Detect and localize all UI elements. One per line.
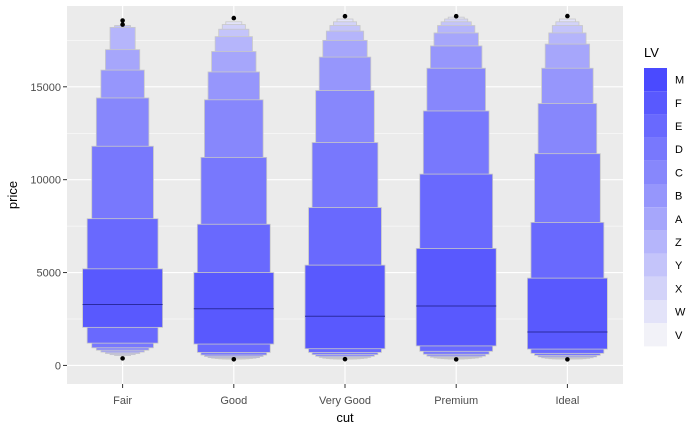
outlier-point <box>453 13 459 19</box>
outlier-point <box>120 22 125 27</box>
legend-label: D <box>675 144 683 156</box>
y-axis: 0 5000 10000 15000 <box>30 82 67 372</box>
x-tick-label: Premium <box>434 395 478 407</box>
outlier-point <box>342 13 348 19</box>
x-axis-title: cut <box>336 410 354 425</box>
legend-key <box>644 137 667 161</box>
category-group <box>527 13 608 362</box>
letter-value-box <box>304 264 386 350</box>
legend-label: B <box>675 191 682 203</box>
outlier-point <box>120 18 125 23</box>
legend-label: Y <box>675 260 683 272</box>
outlier-point <box>231 15 237 21</box>
legend-label: E <box>675 121 682 133</box>
legend-key <box>644 114 667 138</box>
legend-key <box>644 91 667 115</box>
legend-label: X <box>675 283 683 295</box>
category-group <box>82 18 163 361</box>
legend-key <box>644 323 667 347</box>
y-tick-label: 10000 <box>30 175 61 187</box>
outlier-point <box>565 13 570 19</box>
letter-value-boxes <box>82 13 608 362</box>
category-group <box>193 15 275 362</box>
legend-label: Z <box>675 237 682 249</box>
legend-label: W <box>675 307 686 319</box>
legend-key <box>644 253 667 277</box>
legend-key <box>644 207 667 231</box>
x-tick-label: Good <box>220 395 247 407</box>
y-tick-label: 5000 <box>37 268 61 280</box>
x-tick-label: Very Good <box>319 395 371 407</box>
outlier-point <box>453 357 459 362</box>
legend-key <box>644 68 667 92</box>
legend-key <box>644 230 667 254</box>
outlier-point <box>565 357 570 362</box>
outlier-point <box>231 356 237 362</box>
legend-label: C <box>675 167 683 179</box>
outlier-point <box>342 356 348 362</box>
outlier-point <box>120 356 125 361</box>
letter-value-box <box>82 268 163 328</box>
x-tick-label: Ideal <box>555 395 579 407</box>
category-group <box>415 13 497 362</box>
legend-label: F <box>675 98 682 110</box>
legend-key <box>644 184 667 208</box>
legend-title: LV <box>644 45 659 60</box>
letter-value-box <box>527 277 608 350</box>
letter-value-box <box>415 248 497 347</box>
y-tick-label: 0 <box>55 360 61 372</box>
y-tick-label: 15000 <box>30 82 61 94</box>
legend-key <box>644 276 667 300</box>
legend-key <box>644 160 667 184</box>
x-axis: Fair Good Very Good Premium Ideal <box>113 384 579 407</box>
y-axis-title: price <box>5 181 20 209</box>
x-tick-label: Fair <box>113 395 132 407</box>
legend-label: M <box>675 75 684 87</box>
category-group <box>304 13 386 362</box>
legend-label: V <box>675 330 683 342</box>
legend-key <box>644 300 667 324</box>
legend-label: A <box>675 214 683 226</box>
